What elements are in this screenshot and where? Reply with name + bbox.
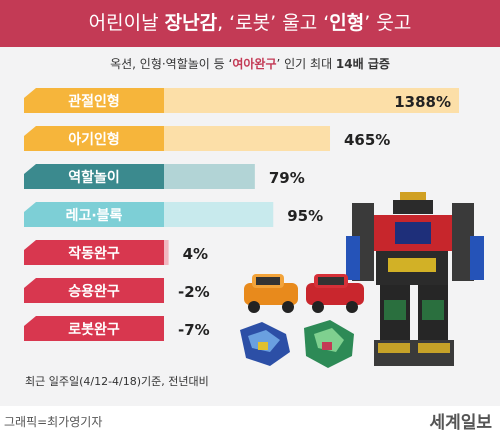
- bar-corner-notch: [24, 278, 36, 288]
- category-label: 관절인형: [68, 93, 120, 110]
- value-label: -2%: [178, 283, 210, 301]
- bar-corner-notch: [24, 240, 36, 250]
- bar-label-block: [24, 126, 164, 151]
- bars-group: 관절인형 1388% 아기인형 465% 역할놀이 79% 레고·블록 95% 작동완구 4% 승용…: [24, 88, 459, 341]
- bar-chart: 관절인형 1388% 아기인형 465% 역할놀이 79% 레고·블록 95% 작동완구 4% 승용…: [24, 88, 459, 341]
- bar-label-block: [24, 316, 164, 341]
- category-label: 아기인형: [68, 131, 120, 148]
- transforming-toy-image: [304, 320, 354, 368]
- value-label: 465%: [344, 131, 390, 149]
- bar-corner-notch: [24, 202, 36, 212]
- subtitle-part: 옥션, 인형·역할놀이 등 ‘: [110, 57, 233, 71]
- bar-extension: [164, 164, 255, 189]
- value-label: -7%: [178, 321, 210, 339]
- bar-label-block: [24, 202, 164, 227]
- car-toy-image: [306, 274, 364, 313]
- subtitle: 옥션, 인형·역할놀이 등 ‘여아완구’ 인기 최대 14배 급증: [0, 55, 500, 72]
- bar-label-block: [24, 278, 164, 303]
- value-label: 1388%: [394, 93, 451, 111]
- bar-extension: [164, 240, 169, 265]
- toy-illustrations: [240, 192, 484, 368]
- title-bold-doll: 인형: [329, 12, 365, 34]
- brand-logo: 세계일보: [429, 413, 492, 433]
- page-title: 어린이날 장난감, ‘로봇’ 울고 ‘인형’ 웃고: [0, 0, 500, 47]
- category-label: 작동완구: [68, 245, 120, 262]
- title-part: ’ 웃고: [364, 12, 412, 34]
- title-bold-toys: 장난감: [164, 12, 218, 34]
- bar-label-block: [24, 164, 164, 189]
- category-label: 레고·블록: [66, 208, 123, 224]
- bar-corner-notch: [24, 316, 36, 326]
- title-part: , ‘로봇’ 울고 ‘: [217, 12, 330, 34]
- bar-label-block: [24, 240, 164, 265]
- category-label: 로봇완구: [68, 322, 120, 338]
- bar-label-block: [24, 88, 164, 113]
- subtitle-highlight: 여아완구: [232, 57, 277, 71]
- subtitle-bold: 14배 급증: [335, 57, 390, 71]
- category-label: 승용완구: [68, 284, 120, 300]
- category-label: 역할놀이: [68, 169, 120, 186]
- transforming-toy-image: [240, 322, 290, 366]
- graphic-credit: 그래픽=최가영기자: [4, 415, 103, 429]
- bar-extension: [164, 126, 331, 151]
- value-label: 95%: [287, 207, 323, 225]
- bar-corner-notch: [24, 164, 36, 174]
- bar-corner-notch: [24, 88, 36, 98]
- footnote: 최근 일주일(4/12-4/18)기준, 전년대비: [25, 375, 209, 388]
- title-part: 어린이날: [88, 12, 165, 34]
- subtitle-part: ’ 인기 최대: [276, 57, 336, 71]
- robot-toy-image: [346, 192, 484, 366]
- bar-extension: [164, 88, 459, 113]
- value-label: 79%: [269, 169, 305, 187]
- bar-extension: [164, 202, 274, 227]
- bar-corner-notch: [24, 126, 36, 136]
- car-toy-image: [244, 274, 298, 313]
- value-label: 4%: [183, 245, 208, 263]
